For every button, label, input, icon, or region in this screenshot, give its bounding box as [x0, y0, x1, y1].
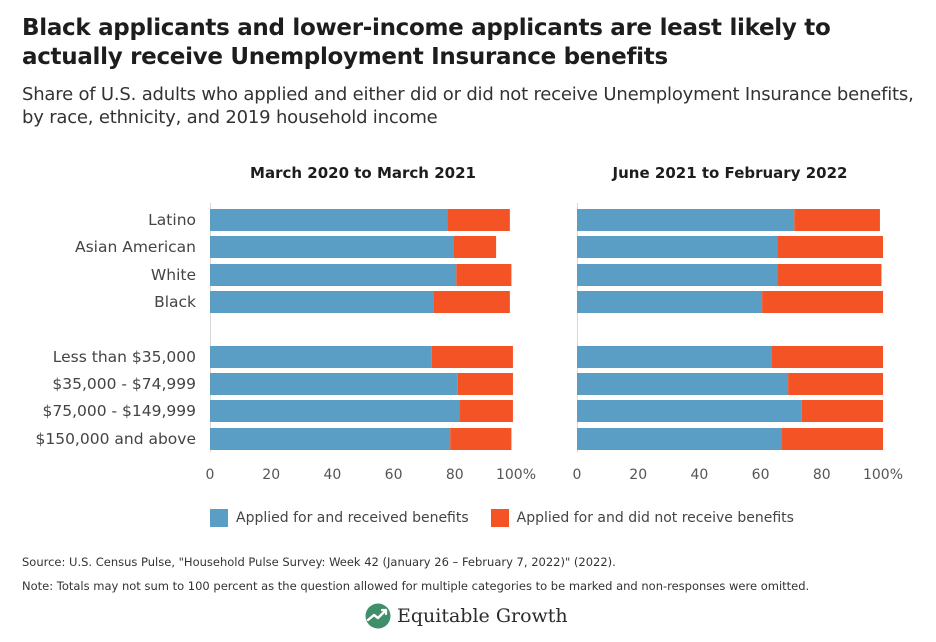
bar-received [210, 264, 457, 286]
panel-title: March 2020 to March 2021 [250, 164, 476, 182]
bar-not-received [453, 236, 497, 258]
bar-received [210, 291, 434, 313]
legend-swatch-received [210, 509, 228, 527]
bar-not-received [794, 209, 880, 231]
legend: Applied for and received benefits Applie… [210, 508, 816, 528]
x-tick-label: 0 [573, 467, 582, 483]
bar-not-received [457, 373, 513, 395]
bar-received [210, 346, 432, 368]
bar-received [577, 209, 795, 231]
x-tick-label: 20 [629, 467, 647, 483]
legend-label-received: Applied for and received benefits [236, 510, 469, 526]
bar-received [577, 400, 802, 422]
bar-received [577, 346, 772, 368]
bar-received [210, 209, 448, 231]
x-tick-label: 40 [323, 467, 341, 483]
category-label: White [151, 266, 196, 284]
x-tick-label: 100% [496, 467, 536, 483]
bar-not-received [433, 291, 510, 313]
growth-leaf-icon [365, 603, 391, 629]
legend-swatch-not-received [490, 509, 509, 527]
x-tick-label: 80 [446, 467, 464, 483]
bar-not-received [431, 346, 513, 368]
bar-received [210, 373, 458, 395]
bar-received [577, 264, 778, 286]
bar-received [577, 291, 763, 313]
chart-area: Latino Asian American White Black Less than … [35, 164, 903, 483]
bar-not-received [456, 264, 512, 286]
bar-received [210, 400, 460, 422]
x-tick-label: 60 [385, 467, 403, 483]
bar-not-received [762, 291, 883, 313]
bar-not-received [447, 209, 510, 231]
bar-not-received [782, 428, 883, 450]
bar-received [577, 236, 778, 258]
category-label: $150,000 and above [35, 430, 196, 448]
bar-received [577, 428, 783, 450]
bar-not-received [801, 400, 883, 422]
x-tick-label: 40 [690, 467, 708, 483]
category-label: $75,000 - $149,999 [42, 402, 196, 420]
bar-received [210, 428, 451, 450]
bar-received [577, 373, 789, 395]
bar-not-received [771, 346, 883, 368]
x-tick-label: 0 [206, 467, 215, 483]
category-label: Less than $35,000 [53, 348, 196, 366]
chart-title: Black applicants and lower-income applic… [22, 15, 831, 70]
brand: Equitable Growth [365, 603, 568, 629]
bar-not-received [777, 236, 883, 258]
bar-not-received [459, 400, 513, 422]
bar-not-received [450, 428, 512, 450]
category-label: $35,000 - $74,999 [52, 375, 196, 393]
legend-item-received: Applied for and received benefits [210, 509, 469, 527]
category-label: Latino [148, 211, 196, 229]
bar-not-received [788, 373, 883, 395]
footnote: Note: Totals may not sum to 100 percent … [22, 579, 810, 593]
legend-item-not-received: Applied for and did not receive benefits [490, 509, 794, 527]
legend-label-not-received: Applied for and did not receive benefits [516, 510, 794, 526]
category-label: Black [154, 293, 196, 311]
x-tick-label: 80 [813, 467, 831, 483]
panel-title: June 2021 to February 2022 [612, 164, 848, 182]
category-label: Asian American [75, 238, 196, 256]
bar-not-received [777, 264, 882, 286]
x-tick-label: 60 [752, 467, 770, 483]
x-tick-label: 100% [863, 467, 903, 483]
bar-received [210, 236, 454, 258]
chart-subtitle: Share of U.S. adults who applied and eit… [22, 84, 914, 128]
brand-name: Equitable Growth [397, 605, 568, 627]
source-note: Source: U.S. Census Pulse, "Household Pu… [22, 555, 616, 569]
x-tick-label: 20 [262, 467, 280, 483]
